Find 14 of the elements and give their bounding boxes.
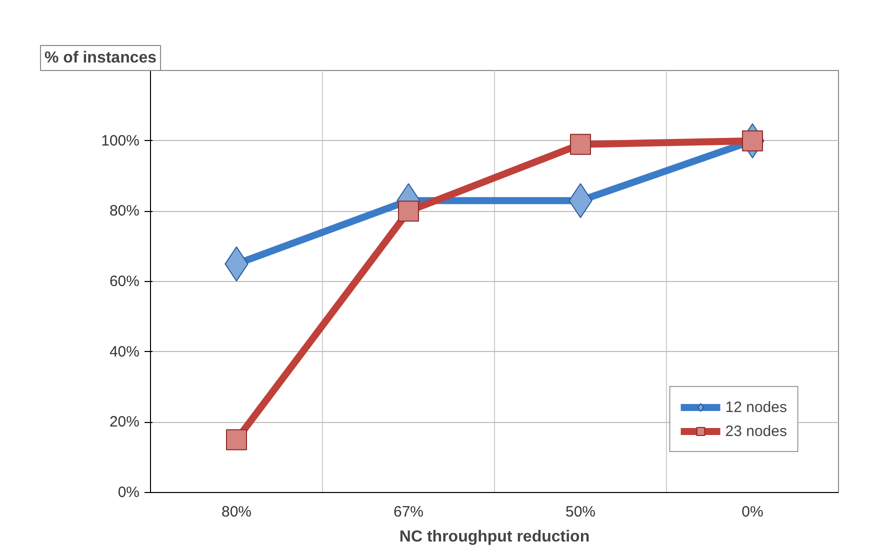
x-tick-label: 67% [393, 504, 424, 520]
x-axis-title: NC throughput reduction [399, 528, 590, 546]
x-tick-label: 80% [221, 504, 252, 520]
y-tick-label: 0% [118, 484, 140, 501]
x-tick-label: 0% [742, 504, 764, 520]
y-tick-label: 60% [109, 273, 140, 290]
y-tick-label: 40% [109, 343, 140, 360]
y-tick-label: 100% [101, 132, 140, 150]
y-tick-label: 20% [109, 414, 140, 431]
x-tick-label: 50% [565, 504, 596, 520]
y-tick-label: 80% [109, 202, 140, 220]
legend-label: 12 nodes [725, 398, 787, 416]
legend-label: 23 nodes [725, 422, 787, 440]
y-axis-title: % of instances [44, 50, 157, 66]
